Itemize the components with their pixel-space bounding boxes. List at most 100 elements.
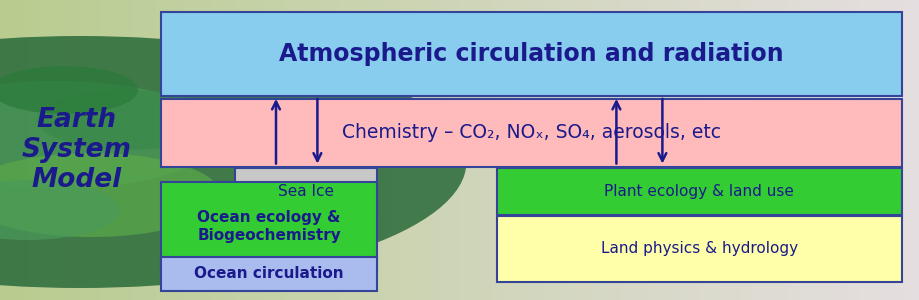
- Bar: [32, 0, 37, 300]
- Bar: [671, 0, 675, 300]
- Bar: [703, 0, 708, 300]
- Bar: [639, 0, 643, 300]
- Bar: [878, 0, 882, 300]
- Bar: [643, 0, 648, 300]
- Bar: [597, 0, 602, 300]
- Bar: [896, 0, 901, 300]
- Bar: [152, 0, 156, 300]
- Bar: [285, 0, 289, 300]
- Bar: [538, 0, 542, 300]
- Bar: [133, 0, 138, 300]
- Bar: [492, 0, 496, 300]
- Bar: [850, 0, 855, 300]
- Bar: [864, 0, 868, 300]
- Bar: [804, 0, 809, 300]
- Bar: [335, 0, 340, 300]
- Bar: [244, 0, 248, 300]
- Bar: [423, 0, 427, 300]
- Bar: [0, 0, 5, 300]
- Text: Chemistry – CO₂, NOₓ, SO₄, aerosols, etc: Chemistry – CO₂, NOₓ, SO₄, aerosols, etc: [342, 123, 720, 142]
- Bar: [441, 0, 446, 300]
- Bar: [381, 0, 386, 300]
- Bar: [446, 0, 450, 300]
- Bar: [611, 0, 616, 300]
- Bar: [404, 0, 409, 300]
- Bar: [239, 0, 244, 300]
- Bar: [473, 0, 478, 300]
- Bar: [276, 0, 280, 300]
- Bar: [156, 0, 161, 300]
- FancyBboxPatch shape: [161, 12, 901, 96]
- Bar: [230, 0, 234, 300]
- FancyBboxPatch shape: [234, 168, 377, 214]
- Bar: [754, 0, 758, 300]
- Bar: [326, 0, 331, 300]
- Bar: [37, 0, 41, 300]
- Bar: [823, 0, 827, 300]
- Bar: [142, 0, 147, 300]
- Bar: [202, 0, 207, 300]
- Bar: [510, 0, 515, 300]
- Bar: [170, 0, 175, 300]
- Bar: [225, 0, 230, 300]
- FancyBboxPatch shape: [161, 256, 377, 291]
- Bar: [901, 0, 905, 300]
- Bar: [51, 0, 55, 300]
- Bar: [18, 0, 23, 300]
- Bar: [694, 0, 698, 300]
- Bar: [726, 0, 731, 300]
- Bar: [519, 0, 524, 300]
- Bar: [551, 0, 556, 300]
- Bar: [800, 0, 804, 300]
- Bar: [129, 0, 133, 300]
- Bar: [634, 0, 639, 300]
- FancyBboxPatch shape: [496, 168, 901, 214]
- Circle shape: [0, 36, 466, 288]
- Bar: [891, 0, 896, 300]
- Bar: [735, 0, 740, 300]
- Bar: [432, 0, 437, 300]
- Bar: [515, 0, 519, 300]
- Bar: [905, 0, 910, 300]
- Bar: [593, 0, 597, 300]
- Bar: [482, 0, 487, 300]
- Bar: [721, 0, 726, 300]
- FancyBboxPatch shape: [161, 99, 901, 166]
- Bar: [790, 0, 795, 300]
- Bar: [271, 0, 276, 300]
- Bar: [469, 0, 473, 300]
- Bar: [280, 0, 285, 300]
- Bar: [216, 0, 221, 300]
- Bar: [882, 0, 887, 300]
- Bar: [616, 0, 620, 300]
- Bar: [106, 0, 110, 300]
- Bar: [308, 0, 312, 300]
- Bar: [289, 0, 294, 300]
- Bar: [55, 0, 60, 300]
- Bar: [795, 0, 800, 300]
- Bar: [602, 0, 607, 300]
- Bar: [299, 0, 303, 300]
- Bar: [368, 0, 372, 300]
- Bar: [409, 0, 414, 300]
- Bar: [630, 0, 634, 300]
- Bar: [675, 0, 680, 300]
- Bar: [868, 0, 873, 300]
- Bar: [184, 0, 188, 300]
- Bar: [570, 0, 574, 300]
- Bar: [460, 0, 464, 300]
- Bar: [165, 0, 170, 300]
- Bar: [9, 0, 14, 300]
- Bar: [767, 0, 772, 300]
- Text: Atmospheric circulation and radiation: Atmospheric circulation and radiation: [278, 42, 783, 66]
- Bar: [487, 0, 492, 300]
- Bar: [340, 0, 345, 300]
- Bar: [685, 0, 689, 300]
- Bar: [78, 0, 83, 300]
- Bar: [115, 0, 119, 300]
- Bar: [845, 0, 850, 300]
- Bar: [698, 0, 703, 300]
- Bar: [14, 0, 18, 300]
- Bar: [689, 0, 694, 300]
- Bar: [96, 0, 101, 300]
